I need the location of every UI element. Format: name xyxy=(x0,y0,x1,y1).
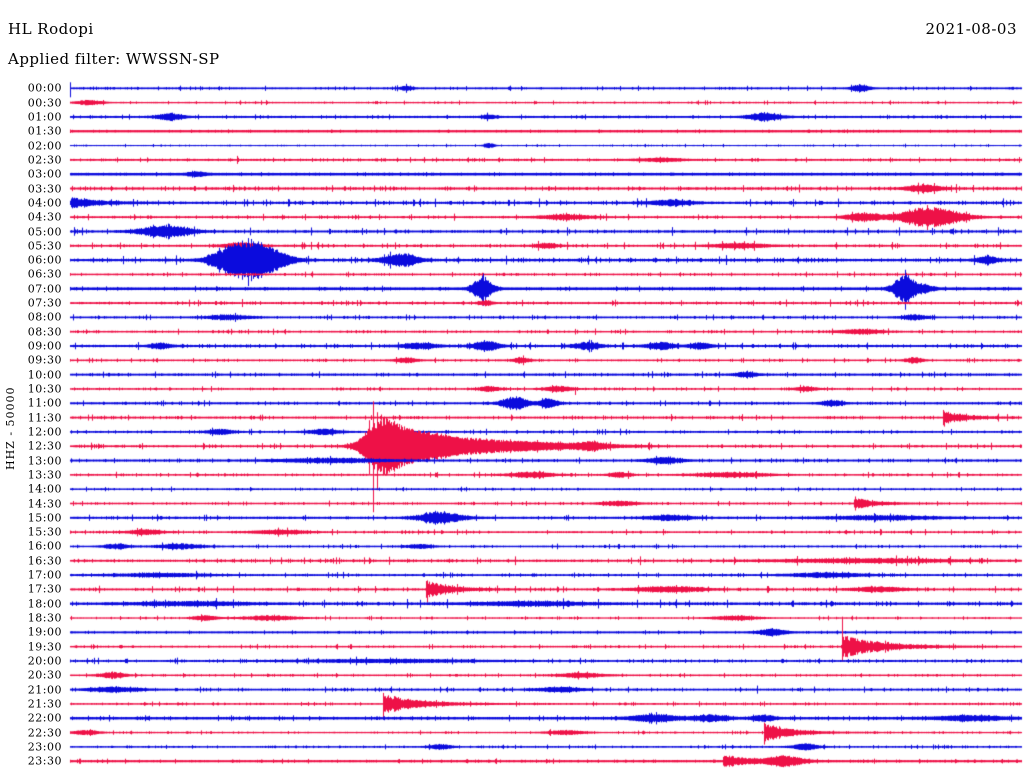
helicorder-canvas xyxy=(0,0,1024,780)
